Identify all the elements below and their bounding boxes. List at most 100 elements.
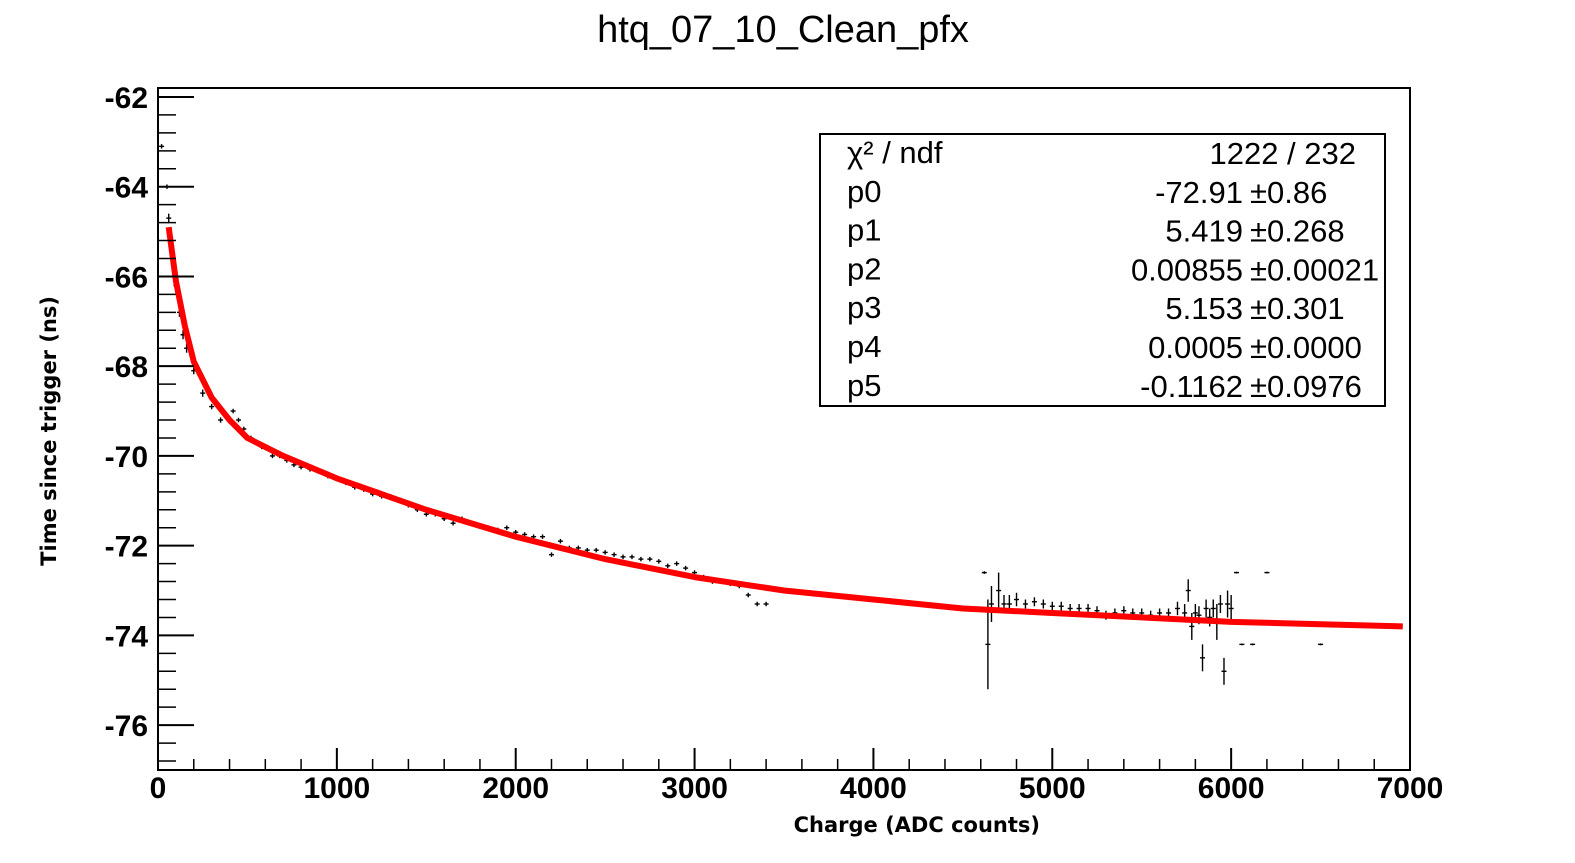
data-point bbox=[985, 599, 991, 690]
data-point bbox=[1203, 599, 1209, 618]
stats-label: p1 bbox=[847, 213, 881, 248]
data-point bbox=[1058, 601, 1064, 611]
data-point bbox=[230, 408, 236, 414]
data-point bbox=[504, 525, 510, 530]
stats-value: -0.1162 bbox=[1140, 369, 1243, 404]
stats-label: p3 bbox=[847, 290, 881, 325]
y-tick-label: -70 bbox=[105, 441, 148, 474]
data-point bbox=[674, 561, 680, 566]
data-point bbox=[1318, 643, 1324, 646]
stats-row: p1 5.419 ±0.268 bbox=[847, 213, 1345, 249]
stats-value: 5.419 bbox=[1165, 214, 1243, 249]
data-point bbox=[1014, 592, 1020, 607]
y-tick-label: -64 bbox=[105, 172, 149, 205]
stats-value: -72.91 bbox=[1155, 175, 1243, 210]
data-point bbox=[1264, 571, 1270, 574]
data-point bbox=[629, 554, 635, 560]
x-tick-label: 4000 bbox=[840, 772, 907, 805]
x-axis: 0 1000 2000 3000 4000 5000 6000 7000 bbox=[150, 748, 1444, 805]
data-point bbox=[166, 213, 172, 223]
chart-title: htq_07_10_Clean_pfx bbox=[597, 9, 969, 51]
stats-row: χ² / ndf 1222 / 232 bbox=[847, 135, 1356, 171]
stats-value: 0.00855 bbox=[1131, 252, 1243, 287]
data-point bbox=[1040, 599, 1046, 609]
x-tick-label: 2000 bbox=[482, 772, 549, 805]
data-point bbox=[557, 538, 563, 544]
data-point bbox=[620, 554, 626, 560]
data-point bbox=[1225, 590, 1231, 618]
data-point bbox=[754, 601, 760, 607]
y-tick-label: -72 bbox=[105, 531, 148, 564]
stats-value: 5.153 bbox=[1165, 291, 1243, 326]
x-tick-label: 1000 bbox=[303, 772, 370, 805]
fit-curve bbox=[165, 226, 1403, 630]
x-axis-title: Charge (ADC counts) bbox=[794, 813, 1040, 837]
y-tick-label: -68 bbox=[105, 351, 148, 384]
data-point bbox=[1221, 657, 1227, 685]
data-point bbox=[683, 565, 689, 571]
data-point bbox=[1022, 599, 1028, 609]
data-point bbox=[159, 144, 165, 149]
y-tick-label: -62 bbox=[105, 82, 148, 115]
y-tick-label: -74 bbox=[105, 620, 149, 653]
stats-row: p3 5.153 ±0.301 bbox=[847, 290, 1345, 326]
data-point bbox=[235, 417, 241, 423]
data-point bbox=[1250, 643, 1256, 646]
data-point bbox=[763, 601, 769, 607]
data-point bbox=[1234, 571, 1240, 574]
data-point bbox=[548, 552, 554, 557]
stats-box-frame bbox=[819, 133, 1386, 407]
data-point bbox=[218, 417, 224, 423]
data-point bbox=[269, 453, 275, 459]
stats-row: p4 0.0005 ±0.0000 bbox=[847, 329, 1362, 365]
plot-frame bbox=[157, 87, 1411, 771]
stats-label: χ² / ndf bbox=[847, 135, 943, 170]
data-point bbox=[745, 592, 751, 598]
stats-label: p5 bbox=[847, 368, 881, 403]
data-point bbox=[540, 534, 546, 539]
x-tick-label: 0 bbox=[150, 772, 167, 805]
data-point bbox=[209, 403, 215, 410]
data-point bbox=[611, 552, 617, 557]
y-axis: -62 -64 -66 -68 -70 -72 -74 -76 bbox=[105, 82, 194, 762]
data-point bbox=[1085, 603, 1091, 613]
data-point bbox=[593, 547, 599, 553]
stats-value: 1222 / 232 bbox=[1209, 136, 1356, 171]
data-point bbox=[1217, 595, 1223, 613]
data-point bbox=[981, 571, 987, 574]
data-point bbox=[1031, 597, 1037, 607]
data-point bbox=[602, 550, 608, 555]
data-point bbox=[1210, 599, 1216, 618]
data-point bbox=[665, 563, 671, 569]
data-point bbox=[1185, 579, 1191, 602]
data-point bbox=[647, 556, 653, 562]
x-tick-label: 3000 bbox=[661, 772, 728, 805]
data-point bbox=[656, 559, 662, 564]
stats-error: ±0.268 bbox=[1250, 214, 1345, 249]
stats-row: p0 -72.91 ±0.86 bbox=[847, 174, 1327, 210]
stats-label: p2 bbox=[847, 251, 881, 286]
stats-label: p4 bbox=[847, 329, 881, 364]
data-point bbox=[1228, 595, 1234, 622]
fit-layer bbox=[165, 226, 1403, 630]
y-tick-label: -76 bbox=[105, 710, 148, 743]
data-point bbox=[988, 586, 994, 622]
y-tick-label: -66 bbox=[105, 261, 148, 294]
stats-error: ±0.0000 bbox=[1250, 330, 1362, 365]
x-tick-label: 6000 bbox=[1198, 772, 1265, 805]
data-point bbox=[1174, 601, 1180, 616]
data-point bbox=[200, 389, 206, 397]
stats-error: ±0.00021 bbox=[1250, 252, 1379, 287]
stats-error: ±0.0976 bbox=[1250, 369, 1362, 404]
x-tick-label: 7000 bbox=[1377, 772, 1444, 805]
stats-label: p0 bbox=[847, 174, 881, 209]
data-point bbox=[1049, 601, 1055, 611]
data-point bbox=[638, 556, 644, 562]
stats-value: 0.0005 bbox=[1148, 330, 1243, 365]
stats-row: p2 0.00855 ±0.00021 bbox=[847, 251, 1379, 287]
stats-error: ±0.86 bbox=[1250, 175, 1327, 210]
